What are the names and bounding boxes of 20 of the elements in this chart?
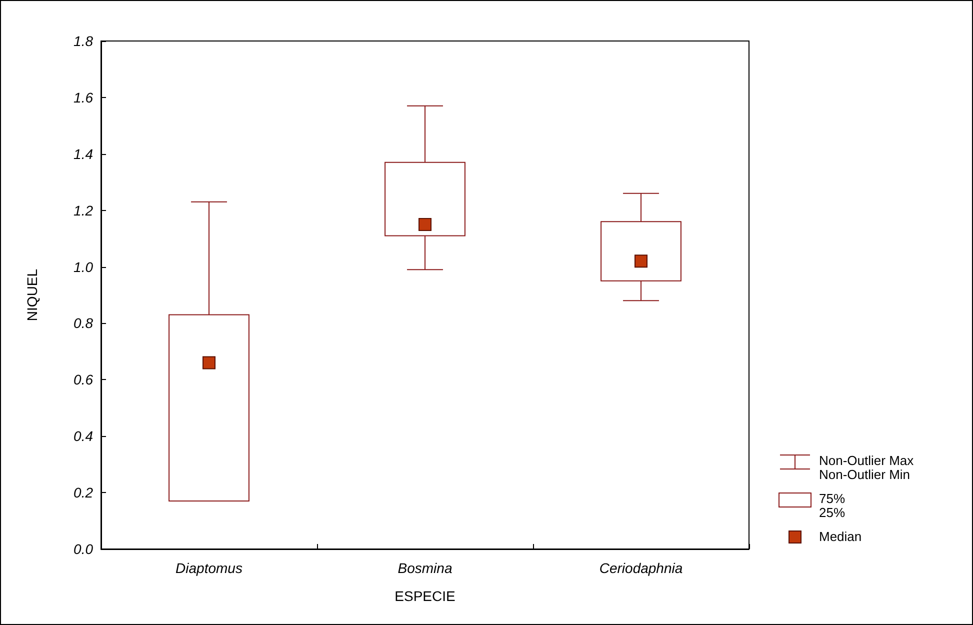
text: 25% — [819, 505, 846, 520]
y-tick-label: 1.4 — [74, 146, 94, 162]
y-axis-title: NIQUEL — [24, 268, 40, 322]
y-tick-label: 0.4 — [74, 428, 94, 444]
y-tick-label: 0.6 — [74, 372, 94, 388]
x-tick-label: Ceriodaphnia — [599, 560, 683, 576]
text: Non-Outlier Min — [819, 467, 910, 482]
y-tick-label: 0.8 — [74, 315, 94, 332]
text: 75% — [819, 491, 846, 506]
x-axis-title: ESPECIE — [394, 588, 456, 604]
x-tick-label: Bosmina — [398, 560, 452, 576]
y-tick-label: 0.0 — [74, 541, 94, 557]
y-tick-label: 1.8 — [74, 33, 94, 49]
text: Median — [819, 529, 862, 544]
y-tick-label: 1.6 — [74, 89, 94, 106]
y-tick-label: 1.0 — [74, 258, 94, 275]
y-tick-label: 0.2 — [74, 484, 94, 501]
text: Non-Outlier Max — [819, 453, 914, 468]
y-tick-label: 1.2 — [74, 202, 94, 218]
x-tick-label: Diaptomus — [176, 560, 242, 576]
